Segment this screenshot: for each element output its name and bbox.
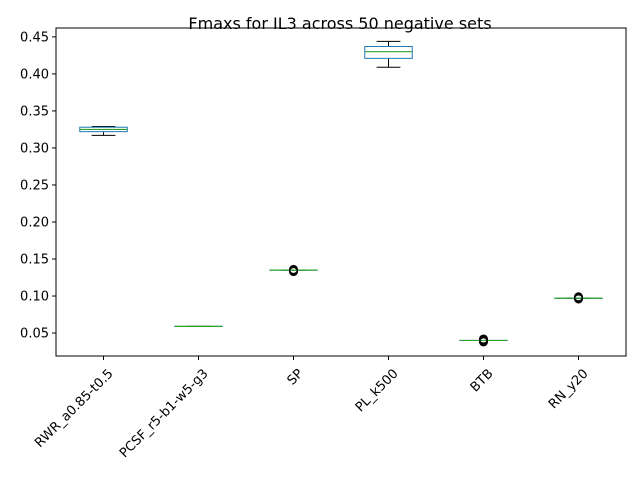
y-tick-label: 0.20 bbox=[20, 215, 49, 230]
y-tick-label: 0.15 bbox=[20, 253, 49, 268]
outlier-point bbox=[479, 334, 488, 344]
y-tick-label: 0.40 bbox=[20, 67, 49, 82]
axes-frame bbox=[55, 27, 627, 357]
chart-title: Fmaxs for IL3 across 50 negative sets bbox=[188, 14, 491, 33]
box-iqr bbox=[364, 46, 413, 59]
y-tick-label: 0.45 bbox=[20, 30, 49, 45]
y-tick-label: 0.35 bbox=[20, 104, 49, 119]
outlier-point bbox=[574, 292, 583, 302]
outlier-point bbox=[289, 264, 298, 274]
y-tick-label: 0.05 bbox=[20, 327, 49, 342]
y-tick-label: 0.10 bbox=[20, 290, 49, 305]
y-tick-label: 0.30 bbox=[20, 141, 49, 156]
y-tick-label: 0.25 bbox=[20, 178, 49, 193]
